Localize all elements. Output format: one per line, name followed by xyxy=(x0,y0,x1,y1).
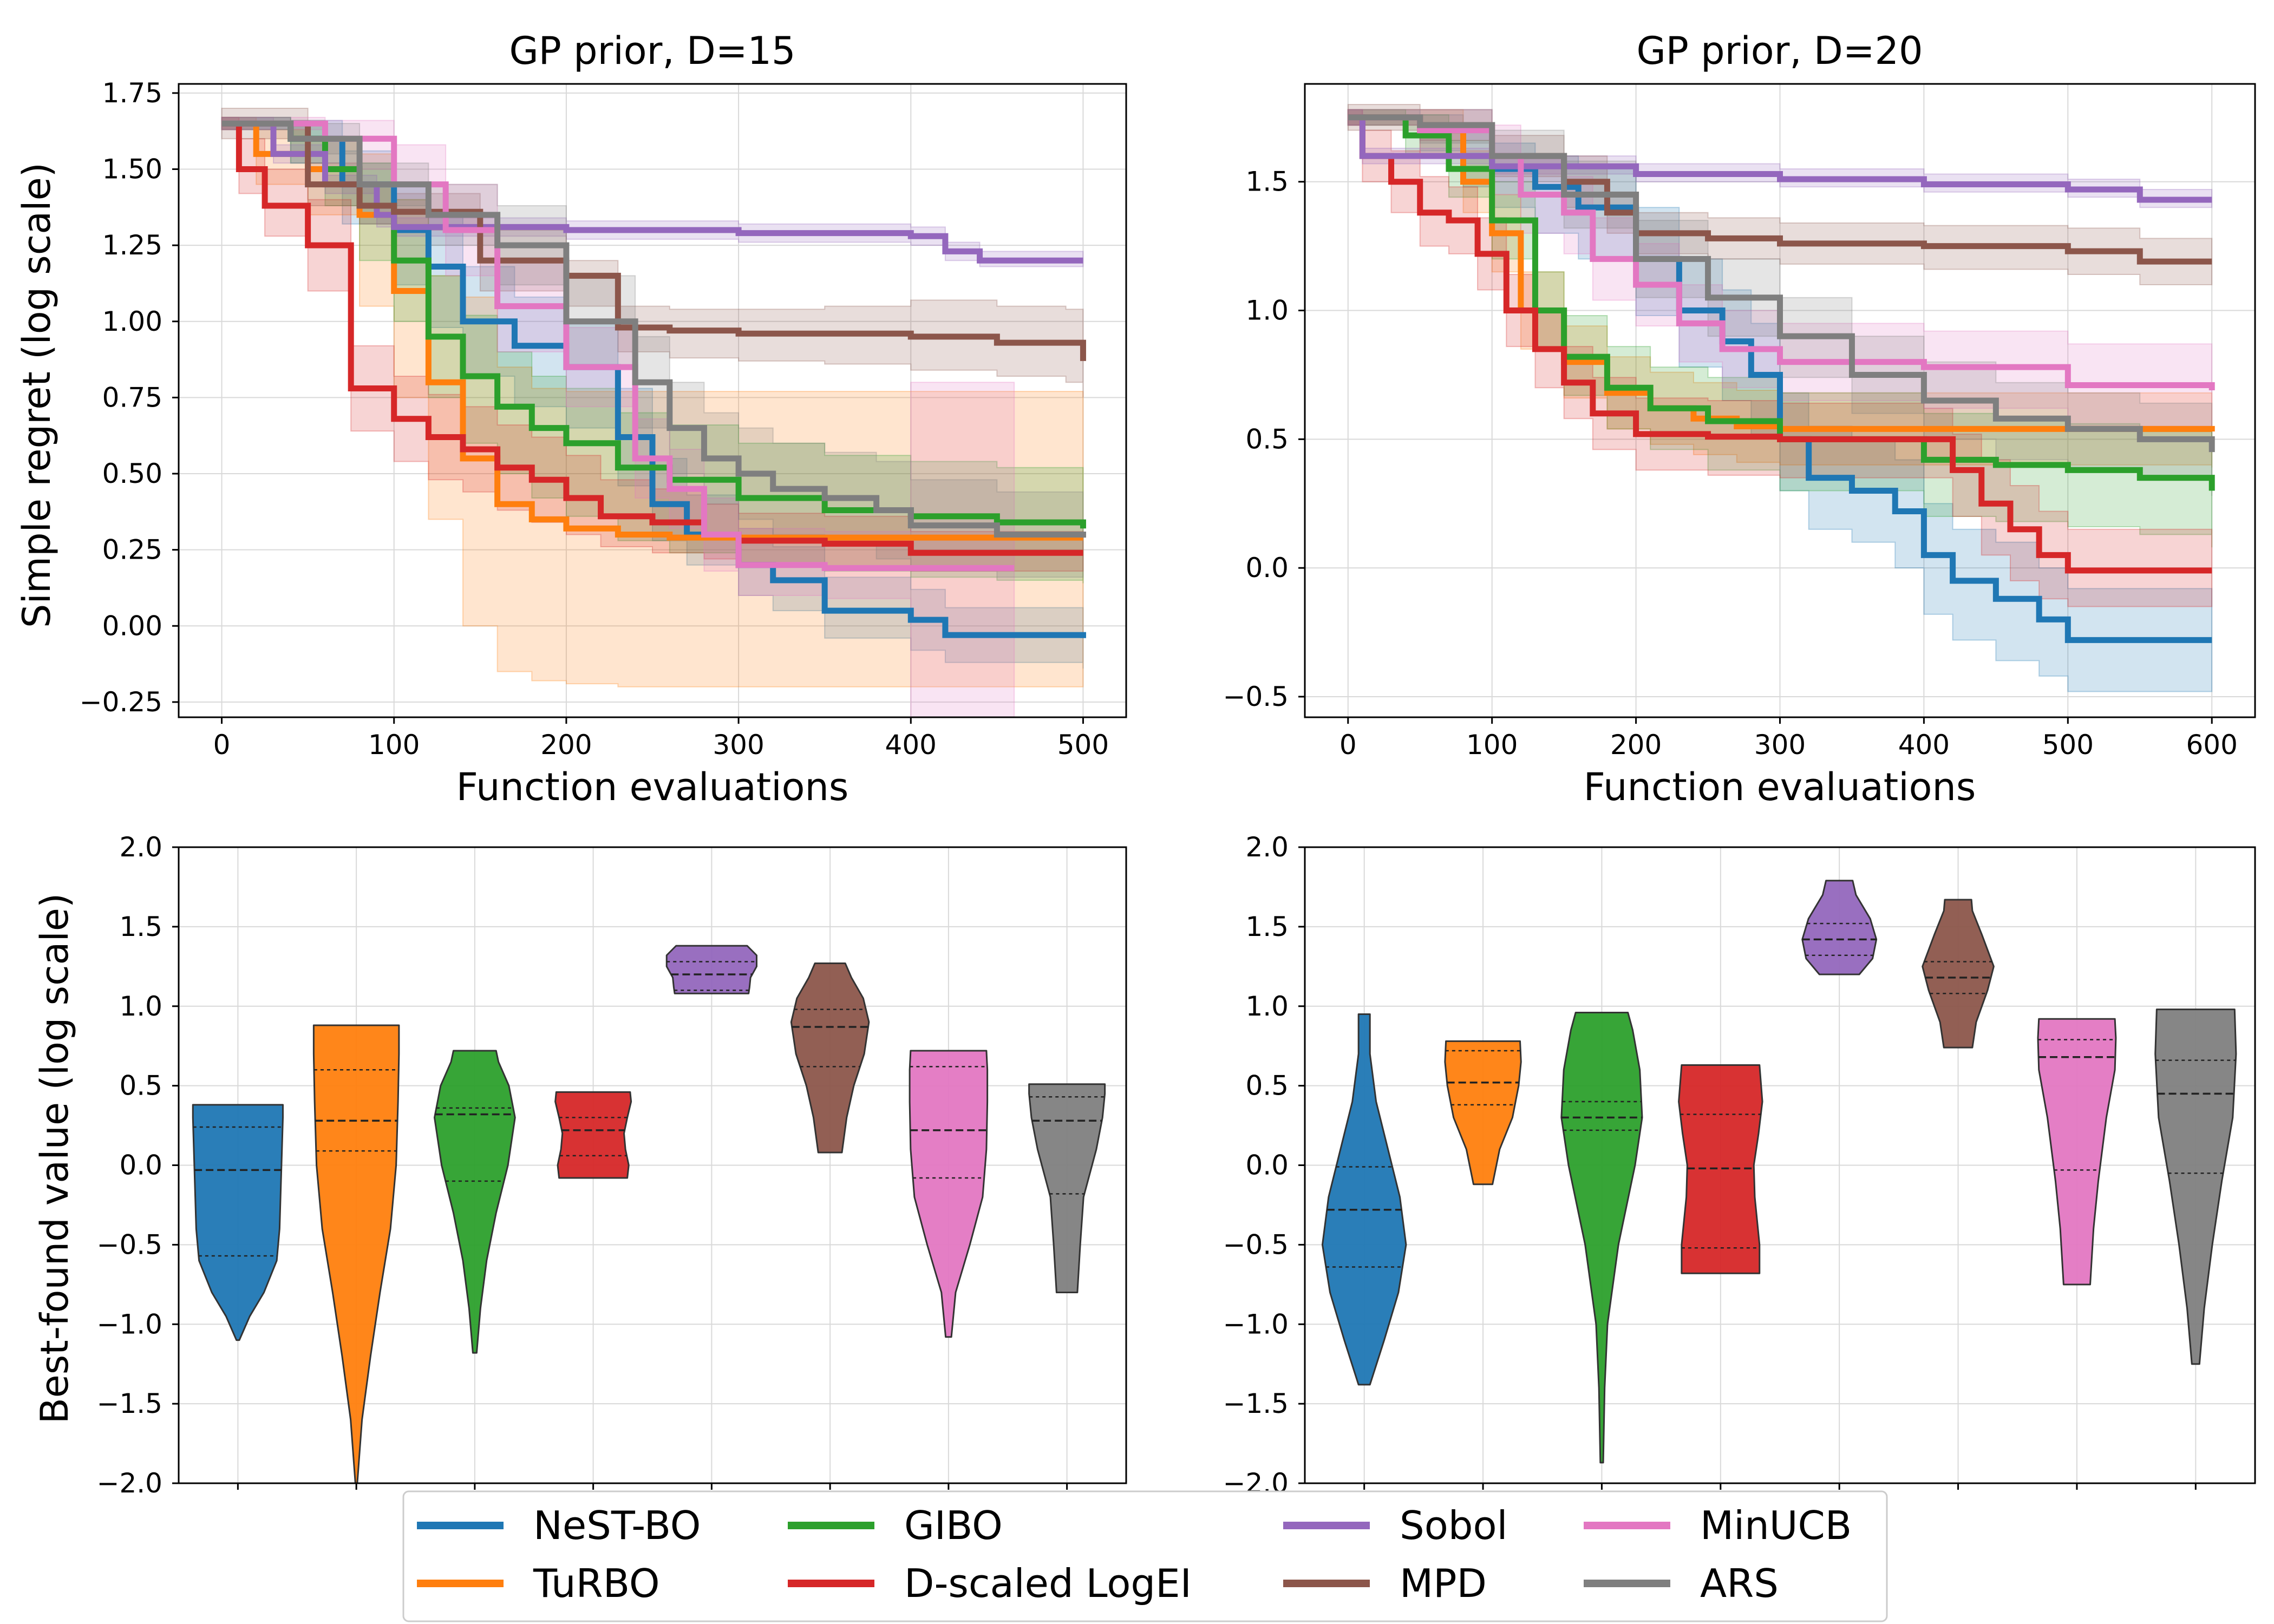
y-tick-label: −1.5 xyxy=(97,1388,162,1419)
y-axis-label-d15: Simple regret (log scale) xyxy=(15,162,59,628)
y-tick-label: 1.0 xyxy=(119,991,162,1022)
series-d20 xyxy=(1347,104,2215,692)
violins-v20 xyxy=(1321,880,2237,1464)
line-gibo xyxy=(1348,114,2215,491)
y-tick-label: 1.50 xyxy=(102,154,162,185)
x-tick-label: 400 xyxy=(885,729,937,761)
violin-mpd xyxy=(790,962,870,1154)
y-tick-label: 1.5 xyxy=(1245,166,1289,198)
x-tick-label: 200 xyxy=(1610,729,1662,761)
x-tick-label: 300 xyxy=(1754,729,1806,761)
legend-frame xyxy=(402,1490,1888,1622)
line-sobol xyxy=(1348,114,2212,203)
band-mpd xyxy=(221,108,1084,398)
line-ars xyxy=(221,120,1086,538)
x-tick-label: 100 xyxy=(1466,729,1518,761)
y-tick-label: 1.0 xyxy=(1245,991,1289,1022)
ticks-v15: −2.0 −1.5 −1.0 −0.5 0.0 0.5 1.0 1.5 2.0 xyxy=(97,831,1068,1499)
ticks-d15: 0 100 200 300 400 500 −0.25 0.00 0.25 0.50 0.75 1.0… xyxy=(80,77,1109,761)
y-tick-label: 0.0 xyxy=(119,1150,162,1181)
line-sobol xyxy=(221,120,1083,264)
y-tick-label: 0.0 xyxy=(1245,1150,1289,1181)
line-d-scaled-logei xyxy=(1348,114,2212,574)
y-tick-label: 2.0 xyxy=(1245,831,1289,863)
x-axis-label-d15: Function evaluations xyxy=(456,765,849,809)
chart-title-d15: GP prior, D=15 xyxy=(509,29,795,73)
line-turbo xyxy=(221,120,1083,541)
y-tick-label: −0.5 xyxy=(97,1229,162,1260)
y-tick-label: 0.75 xyxy=(102,382,162,413)
x-tick-label: 400 xyxy=(1898,729,1950,761)
y-tick-label: 1.5 xyxy=(1245,911,1289,942)
axes-frame-d15 xyxy=(178,83,1127,718)
legend-label-ars: ARS xyxy=(1700,1561,1779,1606)
violin-gibo xyxy=(1560,1012,1643,1464)
x-tick-label: 200 xyxy=(540,729,592,761)
legend-label-minucb: MinUCB xyxy=(1700,1503,1852,1548)
line-nest-bo xyxy=(221,120,1086,638)
y-tick-label: 0.25 xyxy=(102,534,162,566)
violin-d-scaled-logei xyxy=(1678,1064,1763,1274)
y-tick-label: −0.5 xyxy=(1223,681,1289,712)
y-tick-label: 0.5 xyxy=(1245,423,1289,455)
x-tick-label: 0 xyxy=(1339,729,1357,761)
violin-gibo xyxy=(434,1050,516,1354)
legend-label-d-scaled-logei: D-scaled LogEI xyxy=(904,1561,1192,1606)
y-axis-label-v15: Best-found value (log scale) xyxy=(32,893,77,1424)
y-tick-label: 0.00 xyxy=(102,610,162,641)
legend-label-sobol: Sobol xyxy=(1400,1503,1508,1548)
y-tick-label: 1.25 xyxy=(102,230,162,261)
y-tick-label: −1.0 xyxy=(1223,1308,1289,1340)
y-tick-label: −1.0 xyxy=(97,1308,162,1340)
y-tick-label: 1.75 xyxy=(102,77,162,109)
y-tick-label: 1.00 xyxy=(102,306,162,337)
series-d15 xyxy=(221,108,1086,717)
legend-label-turbo: TuRBO xyxy=(533,1561,660,1606)
y-tick-label: −1.5 xyxy=(1223,1388,1289,1419)
panel-violin-d15: −2.0 −1.5 −1.0 −0.5 0.0 0.5 1.0 1.5 2.0 Best-fou… xyxy=(32,831,1127,1499)
x-tick-label: 500 xyxy=(1057,729,1109,761)
line-mpd xyxy=(221,120,1086,361)
violin-ars xyxy=(1028,1083,1106,1293)
violins-v15 xyxy=(192,945,1106,1484)
legend: NeST-BO TuRBO GIBO D-scaled LogEI Sobol … xyxy=(402,1490,1888,1622)
panel-violin-d20: −2.0−1.5−1.0−0.50.00.51.01.52.0 xyxy=(1223,831,2256,1499)
y-tick-label: 0.0 xyxy=(1245,552,1289,584)
y-tick-label: −0.5 xyxy=(1223,1229,1289,1260)
violin-turbo xyxy=(1444,1040,1522,1186)
ticks-d20: 0 100 200 300 400 500 600 −0.5 0.0 0.5 1.0 1.5 xyxy=(1223,166,2238,761)
violin-minucb xyxy=(2037,1018,2117,1286)
violin-d-scaled-logei xyxy=(554,1091,632,1179)
y-tick-label: −2.0 xyxy=(97,1468,162,1499)
x-tick-label: 500 xyxy=(2042,729,2094,761)
violin-sobol xyxy=(665,945,757,994)
chart-title-d20: GP prior, D=20 xyxy=(1636,29,1923,73)
violin-mpd xyxy=(1922,899,1995,1049)
violin-ars xyxy=(2154,1009,2237,1365)
y-tick-label: −0.25 xyxy=(80,686,162,718)
x-tick-label: 100 xyxy=(368,729,420,761)
legend-label-nest-bo: NeST-BO xyxy=(533,1503,701,1548)
x-axis-label-d20: Function evaluations xyxy=(1584,765,1976,809)
violin-nest-bo xyxy=(1321,1013,1407,1386)
legend-label-gibo: GIBO xyxy=(904,1503,1003,1548)
x-tick-label: 600 xyxy=(2186,729,2238,761)
panel-regret-d15: 0 100 200 300 400 500 −0.25 0.00 0.25 0.50 0.75 1.0… xyxy=(15,29,1127,809)
violin-minucb xyxy=(909,1050,989,1338)
panel-regret-d20: 0 100 200 300 400 500 600 −0.5 0.0 0.5 1.0 1.5 GP p… xyxy=(1223,29,2256,809)
violin-nest-bo xyxy=(192,1104,284,1341)
x-tick-label: 0 xyxy=(213,729,231,761)
y-tick-label: 0.50 xyxy=(102,458,162,489)
y-tick-label: 2.0 xyxy=(119,831,162,863)
legend-label-mpd: MPD xyxy=(1400,1561,1487,1606)
y-tick-label: 0.5 xyxy=(1245,1070,1289,1102)
y-tick-label: 0.5 xyxy=(119,1070,162,1102)
y-tick-label: 1.5 xyxy=(119,911,162,942)
line-ars xyxy=(1348,114,2215,453)
y-tick-label: 1.0 xyxy=(1245,295,1289,326)
x-tick-label: 300 xyxy=(713,729,764,761)
violin-turbo xyxy=(312,1024,400,1484)
